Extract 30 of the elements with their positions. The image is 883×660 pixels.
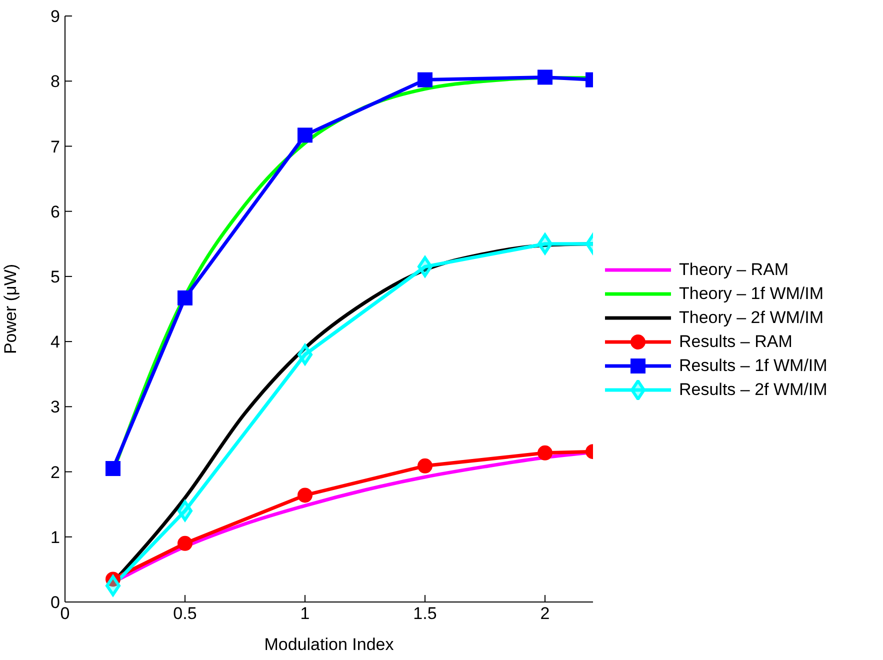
point [298, 488, 312, 503]
y-tick-label: 7 [50, 137, 60, 156]
legend-label: Theory – RAM [679, 260, 789, 280]
y-tick-label: 1 [50, 528, 60, 547]
point [178, 290, 192, 306]
legend-label: Results – RAM [679, 332, 792, 352]
y-tick-label: 3 [50, 398, 60, 417]
y-tick-label: 4 [50, 332, 60, 352]
x-tick-label: 1.5 [413, 604, 437, 624]
y-tick-label: 2 [50, 462, 60, 482]
x-tick-label: 2 [540, 604, 550, 624]
point [418, 72, 432, 88]
y-axis-title: Power (μW) [1, 264, 20, 354]
legend-label: Results – 2f WM/IM [679, 380, 828, 400]
x-tick-label: 1 [300, 604, 310, 624]
point [538, 445, 552, 460]
point [538, 70, 552, 85]
x-tick-label: 0.5 [173, 604, 197, 624]
point [178, 536, 192, 551]
y-tick-label: 5 [50, 267, 60, 286]
x-axis-title: Modulation Index [264, 635, 394, 654]
legend-label: Results – 1f WM/IM [679, 356, 828, 376]
point [106, 461, 120, 476]
legend-label: Theory – 1f WM/IM [679, 284, 824, 304]
y-tick-label: 6 [50, 202, 60, 222]
legend-label: Theory – 2f WM/IM [679, 308, 824, 328]
point [418, 458, 432, 474]
y-tick-label: 8 [50, 72, 60, 92]
y-tick-label: 9 [50, 7, 60, 26]
point [298, 128, 312, 143]
